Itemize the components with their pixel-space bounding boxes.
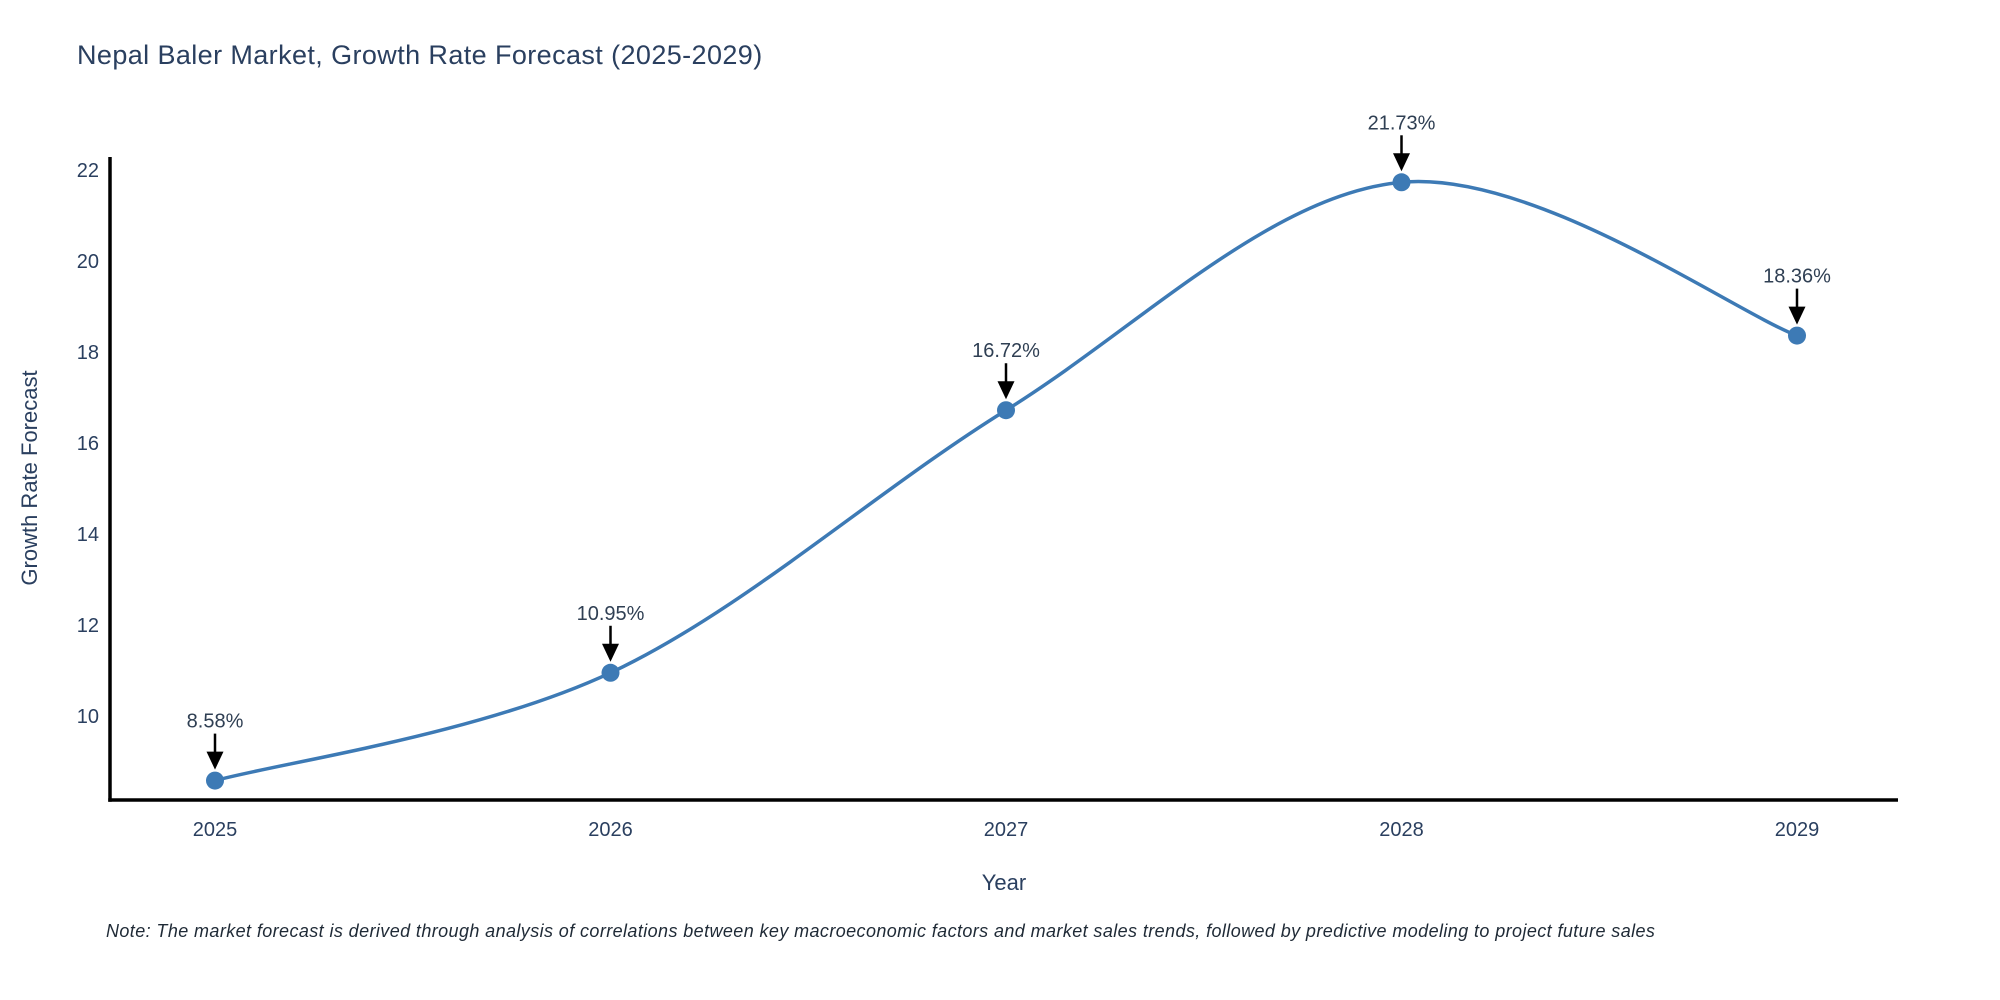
point-annotation-label: 18.36% bbox=[1763, 266, 1831, 288]
data-point-marker[interactable] bbox=[601, 663, 620, 682]
data-point-marker[interactable] bbox=[1392, 173, 1411, 192]
x-tick-label: 2028 bbox=[1379, 819, 1424, 841]
x-tick-label: 2025 bbox=[193, 819, 238, 841]
point-annotation-label: 21.73% bbox=[1368, 112, 1436, 134]
y-tick-label: 22 bbox=[77, 160, 99, 182]
y-tick-label: 20 bbox=[77, 251, 99, 273]
y-tick-label: 16 bbox=[77, 433, 99, 455]
y-tick-label: 10 bbox=[77, 706, 99, 728]
data-point-marker[interactable] bbox=[206, 771, 224, 790]
x-tick-label: 2026 bbox=[588, 819, 633, 841]
x-tick-label: 2029 bbox=[1775, 819, 1820, 841]
x-tick-label: 2027 bbox=[984, 819, 1029, 841]
annotation-arrowhead-icon bbox=[1393, 153, 1410, 172]
annotation-arrowhead-icon bbox=[206, 751, 224, 770]
point-annotation-label: 10.95% bbox=[577, 603, 645, 625]
footnote: Note: The market forecast is derived thr… bbox=[106, 921, 1656, 941]
point-annotation-label: 8.58% bbox=[187, 711, 244, 733]
data-point-marker[interactable] bbox=[997, 401, 1015, 420]
y-tick-label: 14 bbox=[77, 524, 99, 546]
x-axis-title: Year bbox=[981, 870, 1027, 895]
y-axis-title: Growth Rate Forecast bbox=[17, 370, 42, 586]
forecast-line bbox=[213, 179, 1799, 783]
y-tick-label: 12 bbox=[77, 615, 99, 637]
point-annotation-label: 16.72% bbox=[972, 340, 1040, 362]
y-tick-label: 18 bbox=[77, 342, 99, 364]
annotation-arrowhead-icon bbox=[997, 381, 1015, 400]
chart-title: Nepal Baler Market, Growth Rate Forecast… bbox=[77, 40, 763, 70]
annotation-arrowhead-icon bbox=[602, 643, 619, 662]
data-point-marker[interactable] bbox=[1788, 326, 1806, 345]
annotation-arrowhead-icon bbox=[1788, 306, 1806, 325]
